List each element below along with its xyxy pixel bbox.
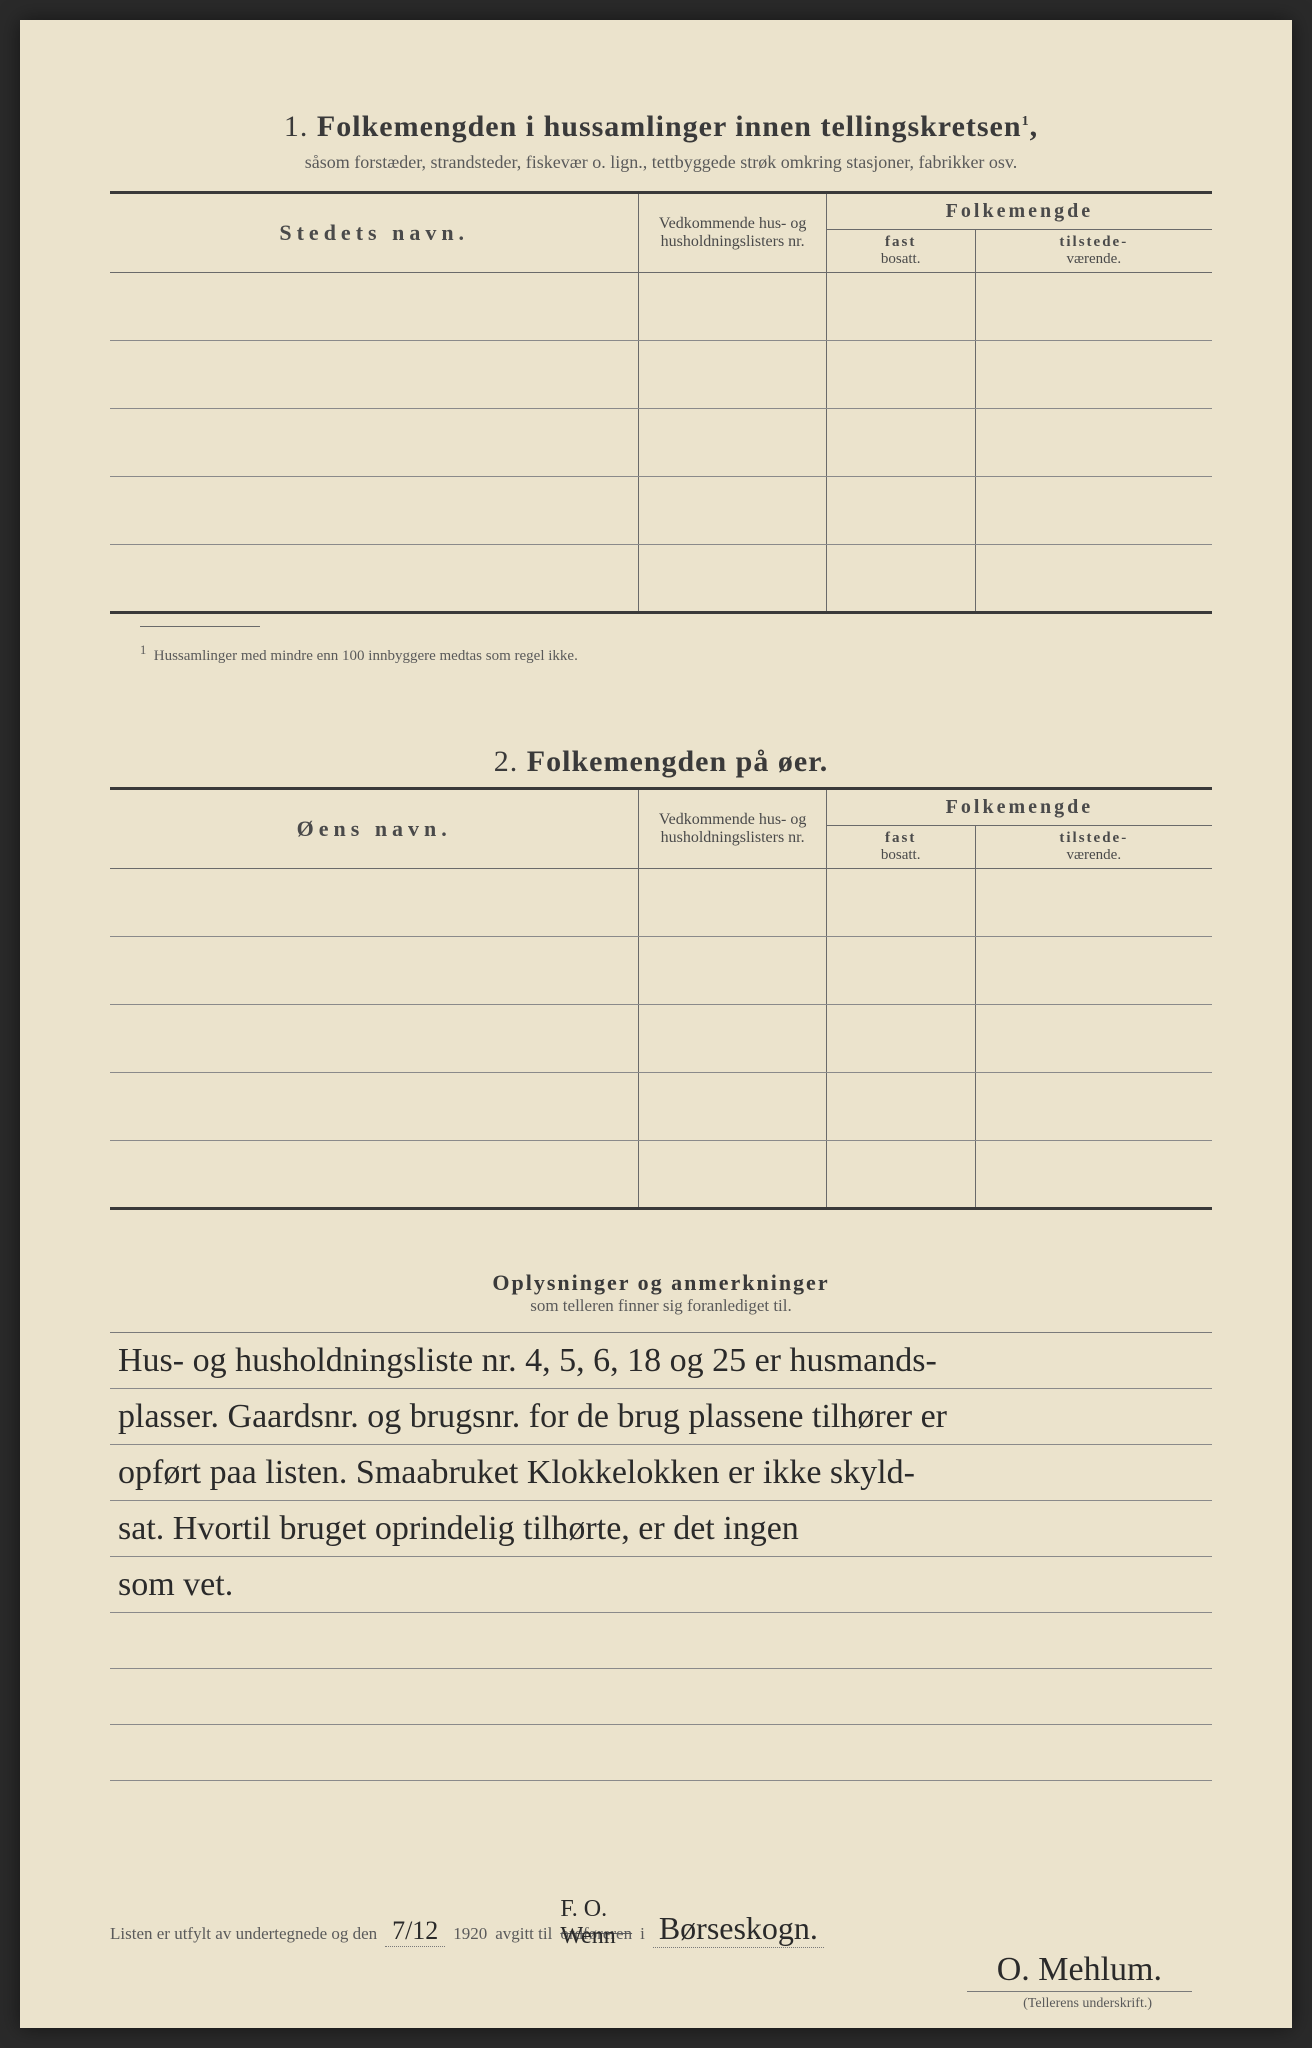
section1-sup: 1 — [1022, 114, 1030, 129]
section3-subtitle: som telleren finner sig foranlediget til… — [110, 1296, 1212, 1316]
remark-line — [110, 1613, 1212, 1669]
table1-col-name: Stedets navn. — [110, 193, 639, 273]
remark-line: opført paa listen. Smaabruket Klokkelokk… — [110, 1445, 1212, 1501]
remark-line: Hus- og husholdningsliste nr. 4, 5, 6, 1… — [110, 1333, 1212, 1389]
footnote-rule — [140, 626, 260, 627]
remark-line: som vet. — [110, 1557, 1212, 1613]
section2: 2. Folkemengden på øer. Øens navn. Vedko… — [110, 745, 1212, 1210]
table-row — [110, 1005, 1212, 1073]
table-row — [110, 869, 1212, 937]
remark-line — [110, 1725, 1212, 1781]
footer-year: 1920 — [453, 1924, 487, 1944]
census-form-page: 1. Folkemengden i hussamlinger innen tel… — [20, 20, 1292, 2028]
section1-title: Folkemengden i hussamlinger innen tellin… — [317, 110, 1022, 143]
table-row — [110, 545, 1212, 613]
section3-title: Oplysninger og anmerkninger — [110, 1270, 1212, 1296]
table1: Stedets navn. Vedkommende hus- og hushol… — [110, 191, 1212, 614]
table2-col-tilstede: tilstede-værende. — [975, 826, 1212, 869]
remark-line — [110, 1669, 1212, 1725]
section1-subtitle: såsom forstæder, strandsteder, fiskevær … — [110, 152, 1212, 173]
footnote: 1 Hussamlinger med mindre enn 100 innbyg… — [110, 643, 1212, 665]
table1-col-fast: fastbosatt. — [826, 230, 975, 273]
footer-text3: i — [640, 1924, 645, 1944]
table-row — [110, 273, 1212, 341]
table-row — [110, 1141, 1212, 1209]
table2: Øens navn. Vedkommende hus- og husholdni… — [110, 787, 1212, 1210]
table-row — [110, 477, 1212, 545]
footer-text1: Listen er utfylt av undertegnede og den — [110, 1924, 377, 1944]
table-row — [110, 409, 1212, 477]
table-row — [110, 1073, 1212, 1141]
remarks-area: Hus- og husholdningsliste nr. 4, 5, 6, 1… — [110, 1332, 1212, 1781]
section1-number: 1. — [284, 110, 309, 143]
section2-number: 2. — [494, 745, 519, 778]
table-row — [110, 937, 1212, 1005]
table-row — [110, 341, 1212, 409]
signature: O. Mehlum. — [967, 1951, 1192, 1992]
section2-title: Folkemengden på øer. — [527, 745, 828, 778]
footer-above: F. O. Wenn — [560, 1896, 632, 1950]
footer-date: 7/12 — [385, 1916, 445, 1947]
footer-place: Børseskogn. — [653, 1910, 824, 1948]
table2-col-list: Vedkommende hus- og husholdningslisters … — [639, 789, 826, 869]
section1-heading: 1. Folkemengden i hussamlinger innen tel… — [110, 110, 1212, 144]
remark-line: sat. Hvortil bruget oprindelig tilhørte,… — [110, 1501, 1212, 1557]
footer-line: Listen er utfylt av undertegnede og den … — [110, 1910, 1212, 1948]
remark-line: plasser. Gaardsnr. og brugsnr. for de br… — [110, 1389, 1212, 1445]
section3: Oplysninger og anmerkninger som telleren… — [110, 1270, 1212, 1781]
signature-label: (Tellerens underskrift.) — [1023, 1996, 1152, 2012]
footer-text2: avgitt til — [495, 1924, 552, 1944]
table2-col-folk: Folkemengde — [826, 789, 1212, 826]
table2-col-name: Øens navn. — [110, 789, 639, 869]
table1-col-list: Vedkommende hus- og husholdningslisters … — [639, 193, 826, 273]
table1-col-tilstede: tilstede-værende. — [975, 230, 1212, 273]
table1-col-folk: Folkemengde — [826, 193, 1212, 230]
table2-col-fast: fastbosatt. — [826, 826, 975, 869]
